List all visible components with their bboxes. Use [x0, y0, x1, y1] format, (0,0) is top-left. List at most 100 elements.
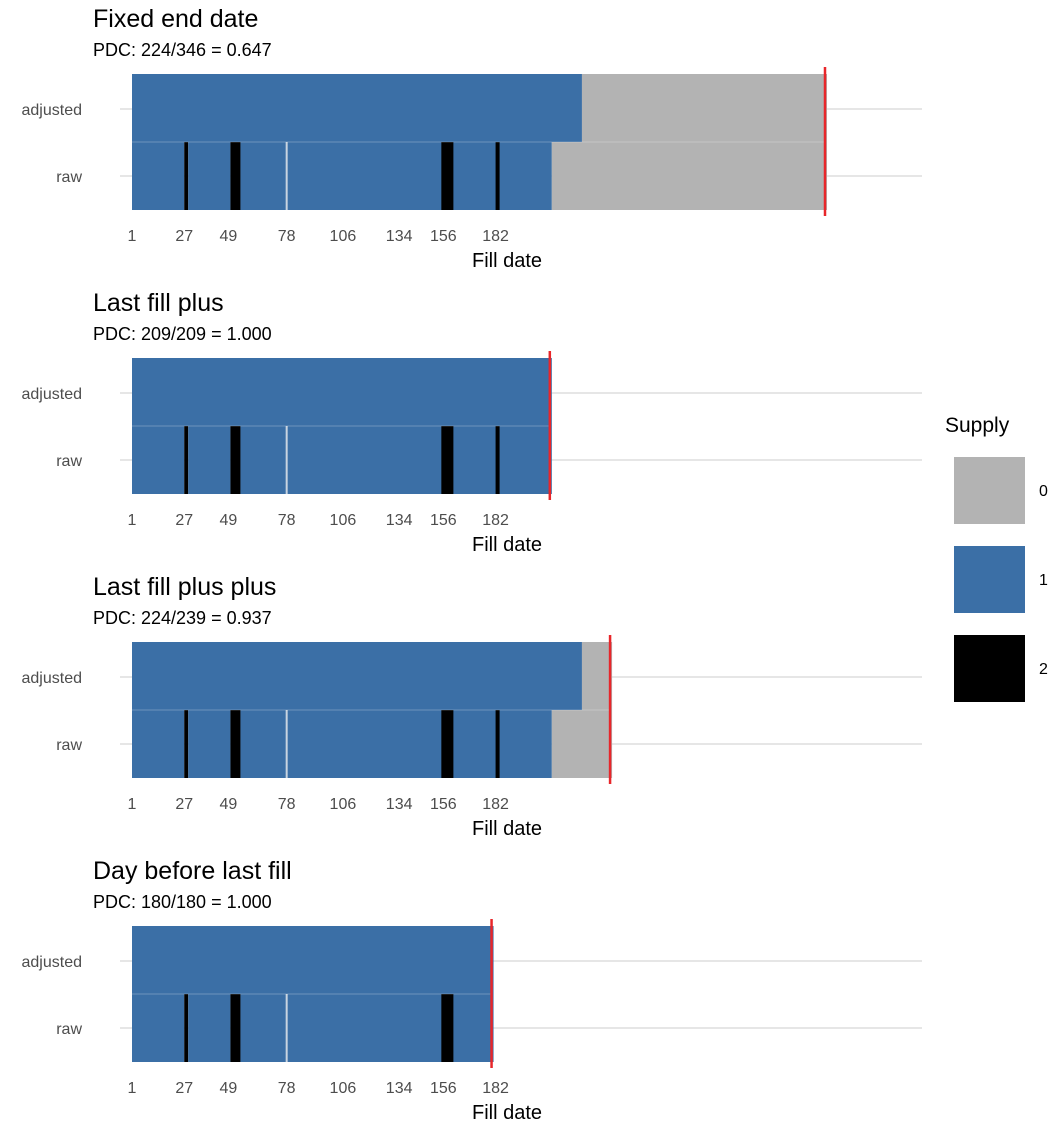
- bar-raw-1: [184, 426, 189, 494]
- y-label-raw: raw: [56, 169, 82, 186]
- x-tick-label: 49: [220, 1080, 238, 1097]
- legend-key-0: [954, 457, 1025, 524]
- legend-label-2: 2: [1039, 661, 1048, 678]
- y-label-raw: raw: [56, 737, 82, 754]
- y-label-adjusted: adjusted: [22, 670, 83, 687]
- x-tick-label: 1: [128, 512, 137, 529]
- series-raw: [132, 994, 494, 1062]
- bar-raw-gap: [285, 426, 288, 494]
- x-tick-label: 1: [128, 796, 137, 813]
- x-axis-title: Fill date: [472, 818, 542, 840]
- bar-raw-0: [132, 710, 185, 778]
- x-tick-label: 134: [386, 1080, 413, 1097]
- x-tick-label: 182: [482, 796, 509, 813]
- series-adjusted: [132, 926, 494, 994]
- legend-key-2: [954, 635, 1025, 702]
- bar-raw-gap: [285, 994, 288, 1062]
- x-tick-label: 49: [220, 228, 238, 245]
- bar-raw-5: [551, 710, 613, 778]
- legend: Supply 0 1 2: [945, 414, 1048, 702]
- bar-raw-4: [240, 426, 552, 494]
- bar-raw-1: [184, 142, 189, 210]
- x-axis-title: Fill date: [472, 250, 542, 272]
- bar-adjusted-0: [132, 74, 582, 142]
- y-label-raw: raw: [56, 1021, 82, 1038]
- panel-subtitle: PDC: 209/209 = 1.000: [93, 324, 272, 344]
- bar-raw-supply2-extra-1: [495, 142, 500, 210]
- x-tick-label: 78: [278, 228, 296, 245]
- bar-raw-0: [132, 426, 185, 494]
- bar-adjusted-0: [132, 358, 552, 426]
- bar-adjusted-0: [132, 926, 494, 994]
- x-tick-label: 106: [330, 796, 357, 813]
- bar-raw-0: [132, 994, 185, 1062]
- x-tick-label: 78: [278, 512, 296, 529]
- legend-key-1: [954, 546, 1025, 613]
- bar-adjusted-1: [581, 642, 613, 710]
- legend-label-0: 0: [1039, 483, 1048, 500]
- series-raw: [132, 426, 552, 494]
- bar-raw-supply2-extra-0: [441, 426, 454, 494]
- y-label-adjusted: adjusted: [22, 954, 83, 971]
- x-tick-label: 182: [482, 1080, 509, 1097]
- panel-title: Fixed end date: [93, 5, 258, 33]
- y-label-adjusted: adjusted: [22, 386, 83, 403]
- x-tick-label: 156: [430, 796, 457, 813]
- x-tick-label: 156: [430, 228, 457, 245]
- x-tick-label: 134: [386, 228, 413, 245]
- bar-raw-4: [240, 142, 552, 210]
- panel-3: Last fill plus plus PDC: 224/239 = 0.937 a…: [22, 573, 922, 840]
- series-raw: [132, 142, 828, 210]
- bar-raw-0: [132, 142, 185, 210]
- x-tick-label: 27: [175, 512, 193, 529]
- bar-raw-supply2-extra-0: [441, 994, 454, 1062]
- panel-2: Last fill plus PDC: 209/209 = 1.000 adjust…: [22, 289, 922, 556]
- x-tick-label: 78: [278, 796, 296, 813]
- bar-raw-2: [188, 994, 231, 1062]
- x-axis-title: Fill date: [472, 1102, 542, 1124]
- panel-subtitle: PDC: 224/346 = 0.647: [93, 40, 272, 60]
- panel-subtitle: PDC: 180/180 = 1.000: [93, 892, 272, 912]
- bar-raw-2: [188, 426, 231, 494]
- x-tick-label: 106: [330, 512, 357, 529]
- bar-raw-1: [184, 710, 189, 778]
- x-axis-title: Fill date: [472, 534, 542, 556]
- x-tick-label: 1: [128, 1080, 137, 1097]
- x-tick-label: 106: [330, 228, 357, 245]
- x-tick-label: 182: [482, 228, 509, 245]
- x-tick-label: 156: [430, 512, 457, 529]
- x-tick-label: 27: [175, 1080, 193, 1097]
- x-tick-label: 1: [128, 228, 137, 245]
- bar-raw-3: [230, 994, 241, 1062]
- panel-1: Fixed end date PDC: 224/346 = 0.647 adjust…: [22, 5, 922, 272]
- x-tick-label: 49: [220, 796, 238, 813]
- panel-title: Day before last fill: [93, 857, 292, 885]
- panel-title: Last fill plus: [93, 289, 224, 317]
- bar-raw-3: [230, 710, 241, 778]
- bar-raw-gap: [285, 142, 288, 210]
- bar-raw-4: [240, 710, 552, 778]
- panel-title: Last fill plus plus: [93, 573, 276, 601]
- series-adjusted: [132, 642, 613, 710]
- panel-4: Day before last fill PDC: 180/180 = 1.000…: [22, 857, 922, 1124]
- bar-raw-2: [188, 142, 231, 210]
- bar-raw-2: [188, 710, 231, 778]
- bar-raw-supply2-extra-1: [495, 710, 500, 778]
- bar-raw-1: [184, 994, 189, 1062]
- series-adjusted: [132, 74, 828, 142]
- y-label-raw: raw: [56, 453, 82, 470]
- x-tick-label: 27: [175, 796, 193, 813]
- x-tick-label: 182: [482, 512, 509, 529]
- legend-label-1: 1: [1039, 572, 1048, 589]
- bar-raw-5: [551, 142, 828, 210]
- bar-raw-supply2-extra-0: [441, 710, 454, 778]
- series-adjusted: [132, 358, 552, 426]
- x-tick-label: 27: [175, 228, 193, 245]
- bar-raw-supply2-extra-0: [441, 142, 454, 210]
- panel-subtitle: PDC: 224/239 = 0.937: [93, 608, 272, 628]
- x-tick-label: 134: [386, 796, 413, 813]
- y-label-adjusted: adjusted: [22, 102, 83, 119]
- bar-raw-4: [240, 994, 494, 1062]
- bar-adjusted-0: [132, 642, 582, 710]
- legend-title: Supply: [945, 414, 1010, 437]
